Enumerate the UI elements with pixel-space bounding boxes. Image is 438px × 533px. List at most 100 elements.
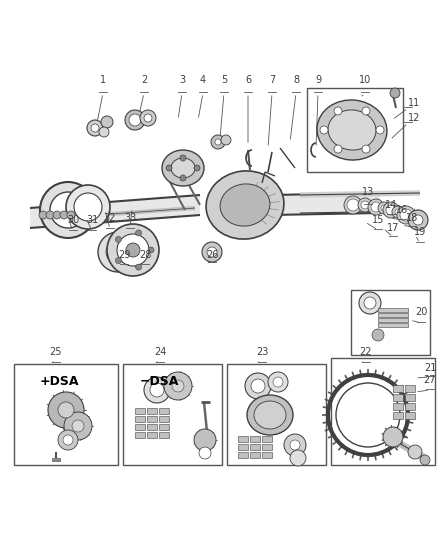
Circle shape xyxy=(53,211,61,219)
Circle shape xyxy=(367,199,383,215)
Circle shape xyxy=(319,126,327,134)
Circle shape xyxy=(407,445,421,459)
Circle shape xyxy=(290,440,299,450)
Circle shape xyxy=(72,420,84,432)
Bar xyxy=(392,394,402,401)
Polygon shape xyxy=(269,193,379,215)
Text: 8: 8 xyxy=(292,75,298,85)
Circle shape xyxy=(375,126,383,134)
Text: 10: 10 xyxy=(358,75,370,85)
Bar xyxy=(404,385,414,392)
Circle shape xyxy=(63,435,73,445)
Circle shape xyxy=(380,205,386,211)
Circle shape xyxy=(391,206,403,218)
Circle shape xyxy=(107,224,159,276)
Text: 25: 25 xyxy=(49,347,62,357)
Circle shape xyxy=(394,209,400,215)
Text: 2: 2 xyxy=(141,75,147,85)
Circle shape xyxy=(166,165,172,171)
Circle shape xyxy=(50,192,86,228)
Circle shape xyxy=(370,202,380,212)
Text: 15: 15 xyxy=(371,215,383,225)
Circle shape xyxy=(99,127,109,137)
Bar xyxy=(52,458,60,461)
Bar xyxy=(14,364,118,465)
Ellipse shape xyxy=(219,184,269,226)
Bar xyxy=(377,313,407,317)
Text: 20: 20 xyxy=(414,307,426,317)
Bar xyxy=(147,432,157,438)
Text: 14: 14 xyxy=(384,200,396,210)
Text: 27: 27 xyxy=(423,375,435,385)
Bar xyxy=(392,385,402,392)
Ellipse shape xyxy=(316,100,386,160)
Circle shape xyxy=(40,182,96,238)
Circle shape xyxy=(194,429,215,451)
Bar xyxy=(147,424,157,430)
Circle shape xyxy=(333,107,341,115)
Circle shape xyxy=(407,210,427,230)
Circle shape xyxy=(360,201,368,209)
Circle shape xyxy=(144,377,170,403)
Ellipse shape xyxy=(327,110,375,150)
Ellipse shape xyxy=(162,150,204,186)
Circle shape xyxy=(377,202,389,214)
Text: 24: 24 xyxy=(153,347,166,357)
Circle shape xyxy=(346,199,358,211)
Circle shape xyxy=(58,430,78,450)
Circle shape xyxy=(389,88,399,98)
Bar xyxy=(159,416,169,422)
Circle shape xyxy=(361,107,369,115)
Text: 1: 1 xyxy=(100,75,106,85)
Ellipse shape xyxy=(171,158,194,178)
Circle shape xyxy=(67,211,75,219)
Text: 11: 11 xyxy=(407,98,419,108)
Text: 22: 22 xyxy=(359,347,371,357)
Circle shape xyxy=(283,434,305,456)
Circle shape xyxy=(396,206,414,224)
Text: 17: 17 xyxy=(386,223,398,233)
Circle shape xyxy=(60,211,68,219)
Text: 23: 23 xyxy=(255,347,268,357)
Circle shape xyxy=(148,247,154,253)
Text: 18: 18 xyxy=(405,213,417,223)
Circle shape xyxy=(144,114,152,122)
Circle shape xyxy=(58,402,74,418)
Circle shape xyxy=(251,379,265,393)
Text: 6: 6 xyxy=(244,75,251,85)
Circle shape xyxy=(172,380,184,392)
Text: 32: 32 xyxy=(103,213,116,223)
Circle shape xyxy=(39,211,47,219)
Circle shape xyxy=(126,243,140,257)
Bar xyxy=(159,424,169,430)
Circle shape xyxy=(180,175,186,181)
Circle shape xyxy=(382,202,398,218)
Bar xyxy=(123,364,222,465)
Circle shape xyxy=(220,135,230,145)
Circle shape xyxy=(385,205,395,215)
Circle shape xyxy=(198,447,211,459)
Circle shape xyxy=(129,114,141,126)
Circle shape xyxy=(135,230,141,236)
Bar xyxy=(330,358,434,465)
Circle shape xyxy=(358,292,380,314)
Bar xyxy=(249,444,259,450)
Circle shape xyxy=(412,215,422,225)
Bar xyxy=(147,416,157,422)
Bar xyxy=(377,318,407,322)
Text: 7: 7 xyxy=(268,75,275,85)
Circle shape xyxy=(267,372,287,392)
Text: 12: 12 xyxy=(407,113,419,123)
Bar xyxy=(261,436,272,442)
Circle shape xyxy=(201,242,222,262)
Text: −DSA: −DSA xyxy=(140,375,179,388)
Circle shape xyxy=(361,145,369,153)
Bar xyxy=(392,403,402,410)
Circle shape xyxy=(48,392,84,428)
Circle shape xyxy=(290,450,305,466)
Circle shape xyxy=(106,240,130,264)
Bar xyxy=(147,408,157,414)
Text: 5: 5 xyxy=(220,75,226,85)
Circle shape xyxy=(244,373,270,399)
Text: 26: 26 xyxy=(205,250,218,260)
